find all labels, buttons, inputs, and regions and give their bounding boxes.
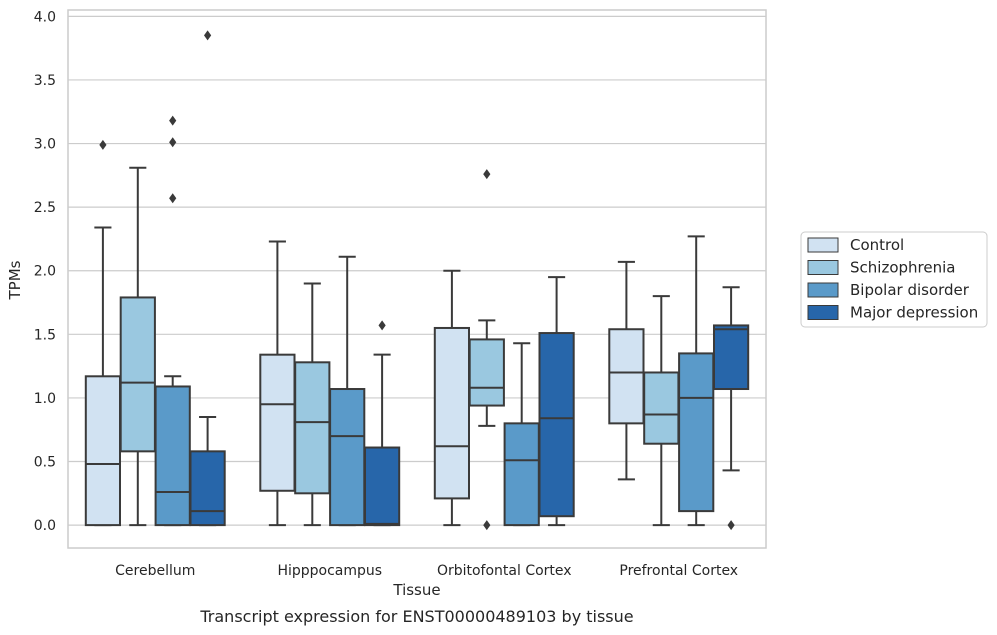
box-body <box>189 450 226 527</box>
box-body <box>154 385 191 527</box>
figure-caption: Transcript expression for ENST0000048910… <box>199 607 633 626</box>
y-tick-label: 2.5 <box>34 200 56 216</box>
plot-area-frame <box>67 9 767 549</box>
y-axis-ticks: 0.0 0.5 1.0 1.5 2.0 2.5 3.0 3.5 4.0 <box>34 9 56 534</box>
legend-swatch <box>807 237 839 253</box>
box-body <box>433 326 471 500</box>
box <box>608 260 645 481</box>
box-body <box>712 324 750 391</box>
series-control <box>84 139 645 527</box>
box <box>154 115 191 527</box>
box-body <box>119 296 156 453</box>
y-tick-label: 1.0 <box>34 391 56 407</box>
x-tick-label: Hipppocampus <box>277 563 382 579</box>
legend-label: Schizophrenia <box>850 259 955 277</box>
box <box>538 276 575 527</box>
legend-label: Bipolar disorder <box>850 281 970 299</box>
box-body <box>259 353 296 492</box>
legend-swatch <box>807 305 839 320</box>
x-tick-label: Cerebellum <box>115 563 195 579</box>
box-series <box>84 30 750 531</box>
box <box>329 255 366 527</box>
y-axis-label: TPMs <box>6 260 24 300</box>
box-body <box>329 388 366 527</box>
legend-label: Control <box>850 236 904 254</box>
series-bipolar-disorder <box>154 115 715 527</box>
series-schizophrenia <box>119 166 680 531</box>
box-body <box>84 375 122 527</box>
box-body <box>643 371 680 445</box>
box-body <box>294 361 331 495</box>
y-tick-label: 1.5 <box>34 327 56 343</box>
box <box>363 320 401 527</box>
series-major-depression <box>189 30 750 531</box>
outlier-point <box>99 139 107 150</box>
box <box>119 166 156 527</box>
box-body <box>363 446 401 527</box>
box-body <box>538 332 575 518</box>
box <box>259 240 296 527</box>
box-body <box>468 338 505 407</box>
outlier-point <box>378 320 386 331</box>
box-body <box>503 422 540 527</box>
outlier-point <box>483 520 491 531</box>
y-tick-label: 2.0 <box>34 264 56 280</box>
box <box>712 286 750 531</box>
legend-swatch <box>807 282 839 298</box>
x-axis-label: Tissue <box>392 581 440 599</box>
y-tick-label: 3.0 <box>34 137 56 153</box>
x-tick-label: Prefrontal Cortex <box>619 563 738 579</box>
x-tick-label: Orbitofontal Cortex <box>437 563 572 579</box>
outlier-point <box>169 137 177 148</box>
legend-label: Major depression <box>850 304 978 322</box>
legend: Control Schizophrenia Bipolar disorder Majo… <box>800 231 988 328</box>
box <box>84 139 122 527</box>
box <box>468 169 505 531</box>
y-tick-label: 0.0 <box>34 518 56 534</box>
box <box>503 342 540 527</box>
y-tick-label: 3.5 <box>34 73 56 89</box>
box <box>678 235 715 527</box>
y-tick-label: 0.5 <box>34 455 56 471</box>
box <box>643 295 680 527</box>
outlier-point <box>204 30 212 41</box>
y-tick-label: 4.0 <box>34 9 56 25</box>
x-axis-ticks: Cerebellum Hipppocampus Orbitofontal Corte… <box>115 563 738 579</box>
outlier-point <box>169 193 177 204</box>
legend-swatch <box>807 260 839 275</box>
legend-frame <box>800 231 988 328</box>
outlier-point <box>727 520 735 531</box>
box-body <box>608 328 645 425</box>
outlier-point <box>169 115 177 126</box>
box-body <box>678 352 715 513</box>
box <box>294 282 331 527</box>
box <box>433 269 471 527</box>
outlier-point <box>483 169 491 180</box>
box <box>189 30 226 527</box>
